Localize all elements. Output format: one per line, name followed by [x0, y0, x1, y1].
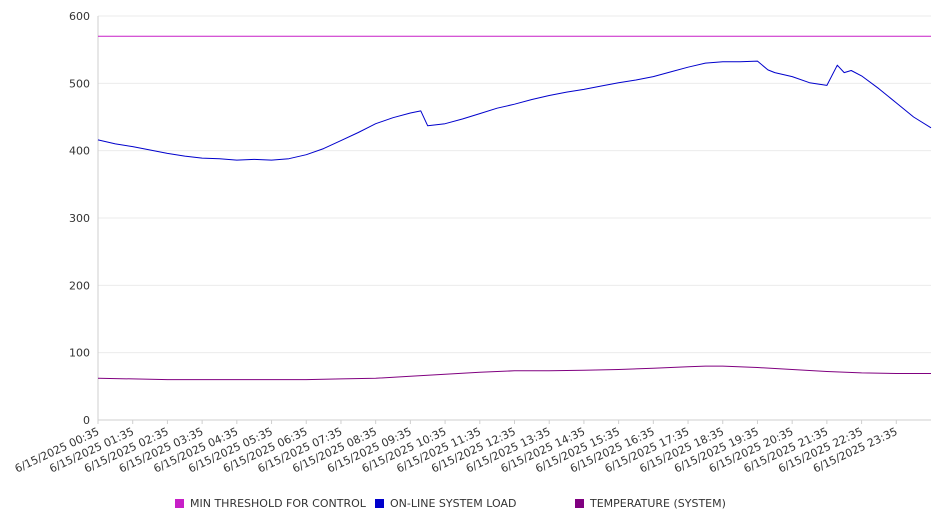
- legend-swatch: [575, 499, 584, 508]
- legend-label: ON-LINE SYSTEM LOAD: [390, 497, 517, 510]
- y-tick-labels: 0 100 200 300 400 500 600: [69, 10, 90, 427]
- legend-item[interactable]: MIN THRESHOLD FOR CONTROL: [175, 497, 366, 510]
- legend-item[interactable]: ON-LINE SYSTEM LOAD: [375, 497, 516, 510]
- axes: [97, 16, 931, 424]
- y-tick-label: 300: [69, 212, 90, 225]
- legend-swatch: [375, 499, 384, 508]
- series-line-on-line-system-load: [97, 60, 932, 161]
- y-tick-label: 200: [69, 279, 90, 292]
- y-tick-label: 600: [69, 10, 90, 23]
- y-tick-label: 500: [69, 77, 90, 90]
- y-tick-label: 0: [83, 414, 90, 427]
- legend: MIN THRESHOLD FOR CONTROL ON-LINE SYSTEM …: [0, 497, 946, 515]
- legend-label: MIN THRESHOLD FOR CONTROL: [190, 497, 366, 510]
- legend-label: TEMPERATURE (SYSTEM): [590, 497, 726, 510]
- x-tick-labels: 6/15/2025 00:356/15/2025 01:356/15/2025 …: [13, 425, 900, 475]
- y-tick-label: 400: [69, 145, 90, 158]
- legend-item[interactable]: TEMPERATURE (SYSTEM): [575, 497, 726, 510]
- gridlines: [98, 15, 931, 354]
- legend-swatch: [175, 499, 184, 508]
- series-line-temperature-system: [97, 365, 931, 381]
- y-tick-label: 100: [69, 347, 90, 360]
- series-lines: [97, 35, 932, 381]
